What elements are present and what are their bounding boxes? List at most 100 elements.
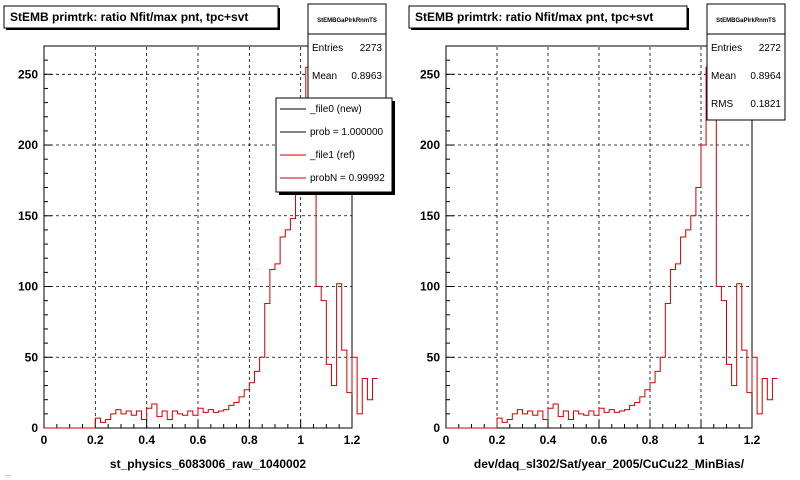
histogram-bin [614,412,619,428]
x-axis-label: st_physics_6083006_raw_1040002 [110,457,306,471]
histogram-bin [574,411,579,428]
histogram-bin [584,415,589,428]
y-tick-label: 100 [420,280,440,294]
x-axis-label: dev/daq_sl302/Sat/year_2005/CuCu22_MinBi… [474,457,745,471]
histogram-bin [696,187,701,428]
histogram-bin [625,410,630,428]
histogram-bin [249,383,254,428]
y-tick-label: 200 [18,138,38,152]
histogram-bin [326,364,331,428]
histogram-bin [686,230,691,428]
histogram-bin [502,422,507,428]
title-box [3,5,279,29]
histogram-bin [721,301,726,428]
histogram-bin [604,412,609,428]
histogram-bin [131,415,136,428]
histogram-bin [219,411,224,428]
histogram-bin [512,414,517,428]
histogram-bin [172,411,177,428]
histogram-bin [142,420,147,428]
histogram-bin [331,386,336,428]
histogram-bin [589,411,594,428]
histogram-bin [752,357,757,428]
histogram-bin [543,420,548,428]
histogram-bin [265,303,270,428]
histogram-bin [609,410,614,428]
histogram-bin [285,230,290,428]
histogram-bin [147,408,152,428]
histogram-bin [640,397,645,428]
histogram-bin [655,371,660,428]
x-tick-label: 0 [41,433,48,447]
histogram-bin [213,412,218,428]
y-tick-label: 200 [420,138,440,152]
x-tick-label: 1.2 [344,433,361,447]
histogram-bin [321,301,326,428]
x-tick-label: 0.6 [591,433,608,447]
histogram-bin [711,81,716,428]
histogram-bin [183,415,188,428]
histogram-bin [244,390,249,428]
x-tick-label: 0.8 [642,433,659,447]
stats-value: 2273 [360,43,383,54]
x-tick-label: 1 [297,433,304,447]
stats-title: StEMBGaPlrkRnmTS [317,18,377,24]
histogram-bin [681,237,686,428]
histogram-bin [198,408,203,428]
histogram-bin [229,405,234,428]
histogram-bin [367,400,372,428]
legend-label: probN = 0.99992 [310,173,385,184]
stats-label: Mean [312,71,337,82]
histogram-bin [670,270,675,428]
x-tick-label: 0.6 [190,433,207,447]
histogram-bin [188,411,193,428]
histogram-bin [177,414,182,428]
histogram-bin [100,422,105,428]
histogram-bin [193,415,198,428]
histogram-bin [373,378,378,428]
histogram-bin [538,411,543,428]
histogram-bin [650,383,655,428]
histogram-bin [362,378,367,428]
histogram-bin [727,364,732,428]
stats-value: 2272 [759,43,782,54]
histogram-bin [599,408,604,428]
x-tick-label: 0.2 [489,433,506,447]
histogram-bin [563,411,568,428]
histogram-bin [701,145,706,428]
histogram-bin [342,350,347,428]
histogram-bin [568,420,573,428]
histogram-bin [280,237,285,428]
stats-label: Entries [711,43,742,54]
x-tick-label: 1 [698,433,705,447]
x-tick-label: 0.4 [138,433,155,447]
histogram-bin [619,411,624,428]
stats-box [307,3,387,105]
right-histogram-panel: 0 0.2 0.4 0.6 0.8 1 1.2 0 50 100 150 200 250 StEMB pr… [408,3,786,471]
histogram-bin [762,378,767,428]
histogram-bin [767,400,772,428]
histogram-bin [290,219,295,428]
histogram-bin [737,284,742,428]
histogram-bin [95,418,100,428]
histogram-bin [260,357,265,428]
x-tick-label: 0.8 [241,433,258,447]
histogram-bin [732,386,737,428]
chart-title: StEMB primtrk: ratio Nfit/max pnt, tpc+s… [415,10,653,24]
histogram-bin [106,420,111,428]
stats-box [706,3,786,121]
histogram-bin [548,408,553,428]
y-tick-label: 250 [420,67,440,81]
legend-label: prob = 1.000000 [310,127,384,138]
x-tick-label: 0.4 [540,433,557,447]
histogram-bin [645,390,650,428]
histogram-bin [203,412,208,428]
y-tick-label: 0 [31,421,38,435]
histogram-bin [579,414,584,428]
chart-title: StEMB primtrk: ratio Nfit/max pnt, tpc+s… [10,10,248,24]
histogram-bin [121,414,126,428]
histogram-bin [234,403,239,428]
histogram-bin [296,187,301,428]
stats-label: RMS [711,99,734,110]
histogram-series [94,66,378,428]
